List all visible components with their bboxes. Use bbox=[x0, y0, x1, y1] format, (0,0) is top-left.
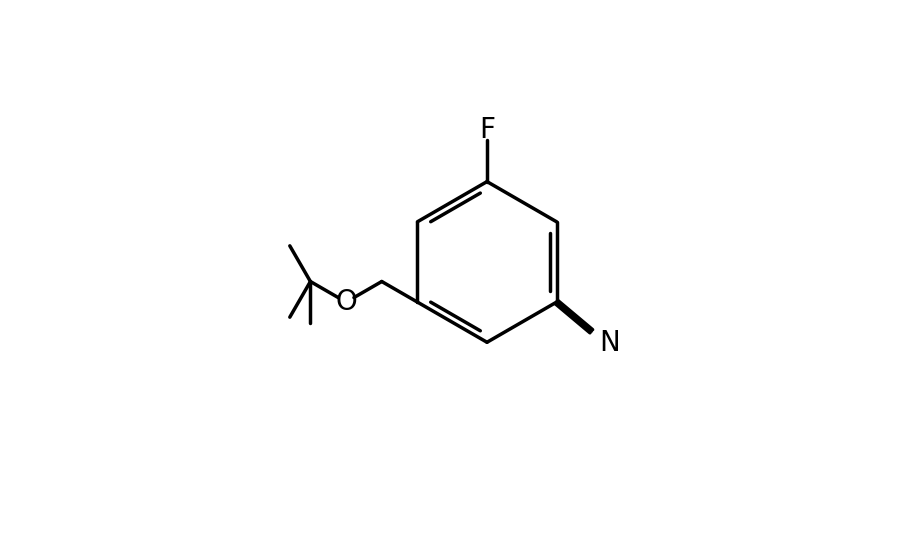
Text: N: N bbox=[600, 329, 621, 357]
Text: F: F bbox=[479, 116, 495, 144]
Text: O: O bbox=[335, 288, 357, 316]
